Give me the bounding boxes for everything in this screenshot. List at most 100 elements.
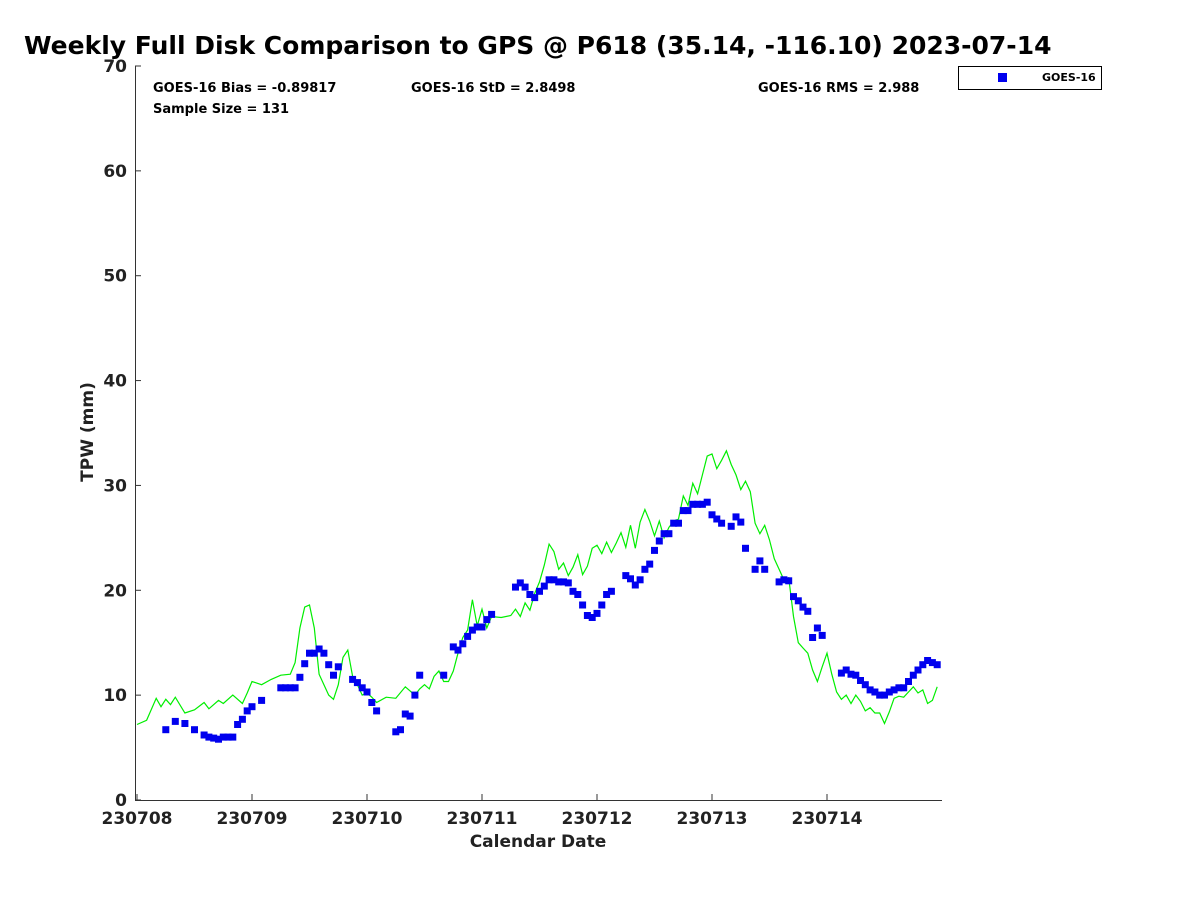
goes16-point: [881, 691, 888, 699]
y-tick-label: 0: [115, 791, 127, 811]
goes16-point: [406, 712, 414, 720]
goes16-point: [857, 677, 864, 684]
goes16-point: [171, 717, 179, 725]
goes16-point: [588, 614, 596, 621]
goes16-point: [651, 546, 658, 554]
x-tick-label: 230713: [677, 809, 748, 829]
goes16-point: [885, 688, 893, 696]
goes16-point: [598, 601, 606, 609]
goes16-point: [238, 715, 246, 723]
goes16-point: [694, 500, 702, 508]
goes16-point: [790, 593, 797, 601]
goes16-point: [564, 579, 572, 587]
y-tick-label: 40: [103, 372, 127, 392]
goes16-point: [526, 591, 534, 598]
y-tick-label: 50: [103, 267, 127, 287]
legend-label-goes16: GOES-16: [1042, 71, 1096, 84]
std-stat: GOES-16 StD = 2.8498: [411, 81, 575, 96]
goes16-point: [684, 507, 692, 515]
goes16-point: [291, 684, 299, 692]
goes16-point: [607, 587, 615, 595]
y-tick-label: 30: [103, 476, 127, 496]
goes16-point: [665, 530, 673, 538]
goes16-point: [698, 500, 706, 508]
axes: [135, 66, 942, 801]
goes16-point: [516, 579, 524, 587]
goes16-point: [459, 640, 467, 648]
goes16-point: [861, 681, 869, 689]
goes16-point: [330, 671, 337, 679]
goes16-point: [603, 591, 611, 598]
goes16-point: [478, 623, 486, 631]
stats-block: GOES-16 Bias = -0.89817 GOES-16 StD = 2.…: [153, 81, 919, 117]
goes16-point: [301, 660, 309, 668]
goes16-point: [583, 612, 591, 619]
goes16-point: [919, 661, 927, 669]
goes16-point: [842, 666, 850, 674]
goes16-point: [718, 519, 726, 527]
y-tick-label: 70: [103, 57, 127, 77]
goes16-point: [468, 626, 476, 634]
goes16-point: [215, 735, 222, 743]
goes16-point: [473, 623, 481, 631]
goes16-point: [622, 572, 630, 580]
goes16-point: [751, 565, 759, 573]
goes16-point: [229, 733, 237, 741]
goes16-point: [641, 565, 649, 573]
x-tick-label: 230712: [562, 809, 633, 829]
x-tick-label: 230714: [792, 809, 863, 829]
goes16-point: [531, 594, 539, 602]
goes16-point: [890, 686, 898, 694]
x-tick-label: 230709: [217, 809, 288, 829]
goes16-point: [162, 726, 170, 734]
goes16-point: [799, 603, 807, 611]
x-axis-label: Calendar Date: [470, 832, 607, 852]
y-tick-label: 10: [103, 686, 127, 706]
goes16-point: [675, 519, 682, 527]
goes16-point: [310, 649, 318, 657]
goes16-point: [818, 631, 826, 639]
sample-size-stat: Sample Size = 131: [153, 102, 289, 117]
goes16-point: [296, 673, 304, 681]
goes16-point: [210, 734, 218, 742]
goes16-point: [852, 671, 860, 679]
goes16-point: [847, 670, 855, 678]
chart-title: Weekly Full Disk Comparison to GPS @ P61…: [24, 31, 1051, 60]
goes16-point: [837, 669, 845, 677]
goes16-point: [809, 634, 817, 641]
goes16-point: [536, 587, 543, 595]
goes16-point: [636, 576, 644, 584]
goes16-point: [325, 661, 333, 669]
goes16-point: [933, 661, 941, 669]
goes16-point: [689, 500, 697, 508]
goes16-point: [464, 632, 472, 640]
goes16-point: [794, 597, 802, 605]
goes16-point: [181, 720, 189, 727]
goes16-point: [900, 684, 908, 692]
y-ticks: 0 10 20 30 40 50 60 70: [103, 57, 141, 811]
goes16-point: [540, 582, 548, 590]
goes16-point: [909, 671, 917, 679]
goes16-point: [286, 684, 294, 692]
goes16-point: [785, 577, 793, 585]
goes16-point: [646, 560, 654, 568]
rms-stat: GOES-16 RMS = 2.988: [758, 81, 919, 96]
goes16-point: [866, 686, 874, 694]
goes16-point: [560, 578, 567, 586]
goes16-point: [416, 671, 424, 679]
goes16-point: [349, 675, 357, 683]
goes16-point: [205, 733, 213, 741]
goes16-point: [928, 659, 936, 667]
goes16-point: [258, 696, 266, 704]
goes16-point: [353, 679, 361, 687]
goes16-point: [191, 726, 198, 734]
goes16-point: [737, 518, 745, 526]
goes16-point: [449, 643, 457, 651]
goes16-point: [200, 731, 208, 739]
goes16-point: [876, 691, 884, 699]
goes16-point: [727, 522, 735, 530]
goes16-point: [670, 519, 678, 527]
goes16-point: [411, 691, 419, 699]
x-tick-label: 230711: [447, 809, 518, 829]
